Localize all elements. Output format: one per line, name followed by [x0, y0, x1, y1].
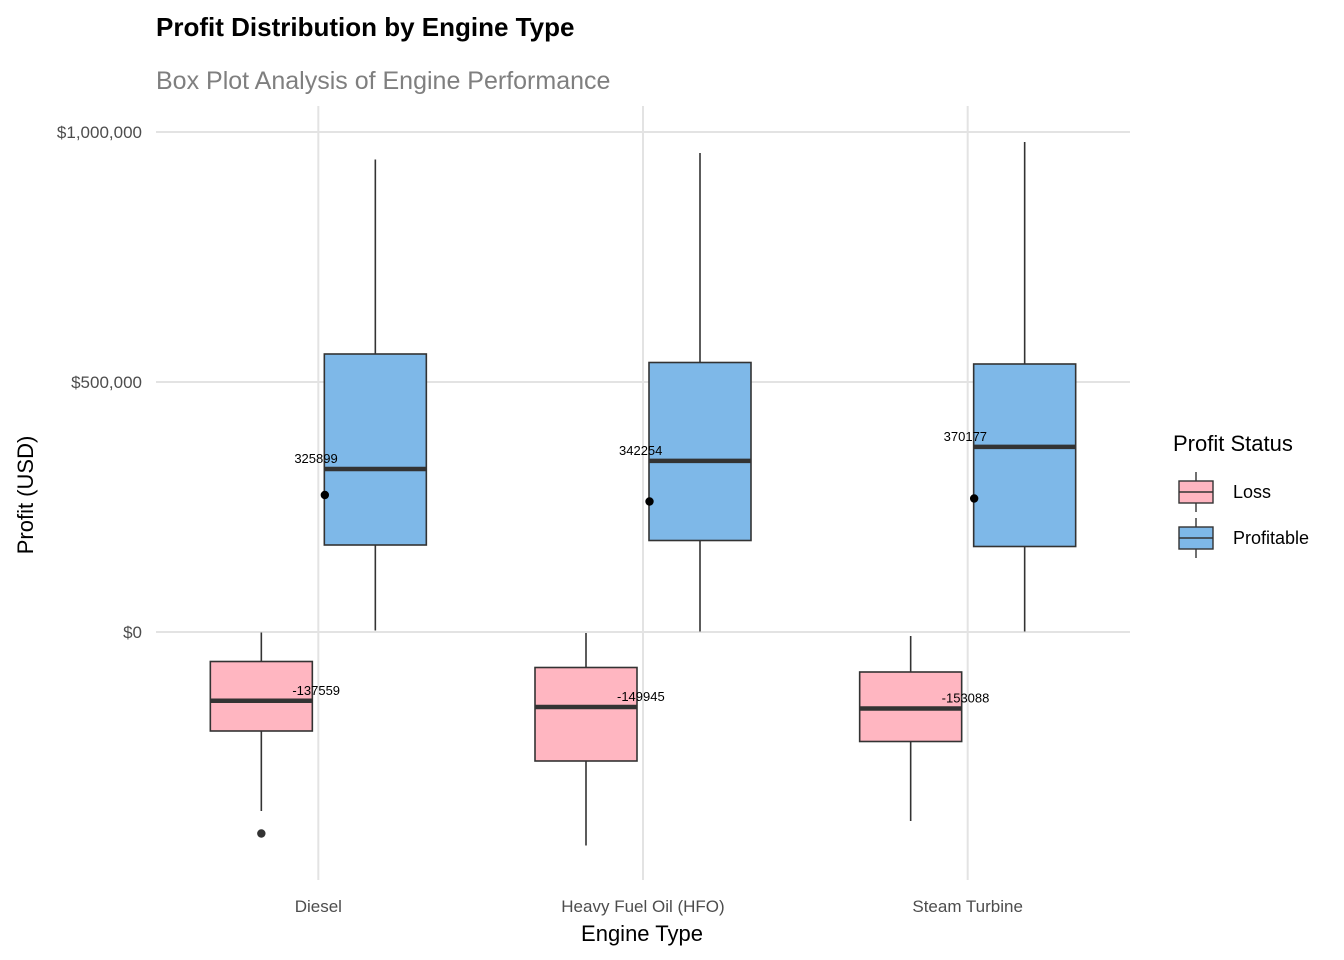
box-plots [209, 142, 1077, 846]
median-value-label: -137559 [292, 683, 340, 698]
box-profitable-2 [969, 142, 1077, 632]
box-iqr [534, 666, 638, 762]
x-tick-label: Diesel [295, 897, 342, 916]
x-tick-label: Heavy Fuel Oil (HFO) [561, 897, 724, 916]
legend-label: Loss [1233, 482, 1271, 502]
grid-lines [156, 106, 1130, 880]
y-tick-label: $500,000 [71, 373, 142, 392]
y-axis-title: Profit (USD) [13, 436, 38, 555]
mean-point [969, 494, 979, 503]
chart-subtitle: Box Plot Analysis of Engine Performance [156, 67, 610, 95]
mean-point [645, 497, 654, 506]
legend-entry-loss: Loss [1178, 472, 1271, 512]
outlier-point [257, 829, 266, 838]
x-axis-title: Engine Type [581, 921, 703, 946]
box-loss-2 [858, 636, 963, 821]
x-tick-label: Steam Turbine [912, 897, 1023, 916]
y-tick-label: $0 [123, 623, 142, 642]
median-value-label: 325899 [294, 451, 337, 466]
chart-title: Profit Distribution by Engine Type [156, 12, 574, 42]
median-value-label: 342254 [619, 443, 662, 458]
legend-entries: Loss Profitable [1178, 472, 1309, 558]
y-tick-label: $1,000,000 [57, 123, 142, 142]
box-iqr [323, 353, 428, 546]
box-profitable-1 [645, 153, 752, 632]
box-iqr [972, 363, 1077, 548]
box-iqr [209, 660, 314, 732]
legend-title: Profit Status [1173, 431, 1293, 456]
median-value-label: -153088 [942, 691, 990, 706]
box-iqr [648, 361, 752, 542]
y-axis-ticks: $0 $500,000 $1,000,000 [57, 123, 142, 642]
box-profitable-0 [320, 159, 428, 631]
median-labels: -137559 -149945 -153088 325899 342254 370177 [292, 429, 989, 706]
legend-label: Profitable [1233, 528, 1309, 548]
legend-entry-profitable: Profitable [1178, 518, 1309, 558]
x-axis-ticks: Diesel Heavy Fuel Oil (HFO) Steam Turbine [295, 897, 1023, 916]
box-loss-1 [534, 633, 638, 846]
median-value-label: -149945 [617, 689, 665, 704]
box-loss-0 [209, 632, 314, 838]
median-value-label: 370177 [944, 429, 987, 444]
legend: Profit Status Loss Profitable [1173, 431, 1309, 558]
mean-point [320, 490, 330, 500]
